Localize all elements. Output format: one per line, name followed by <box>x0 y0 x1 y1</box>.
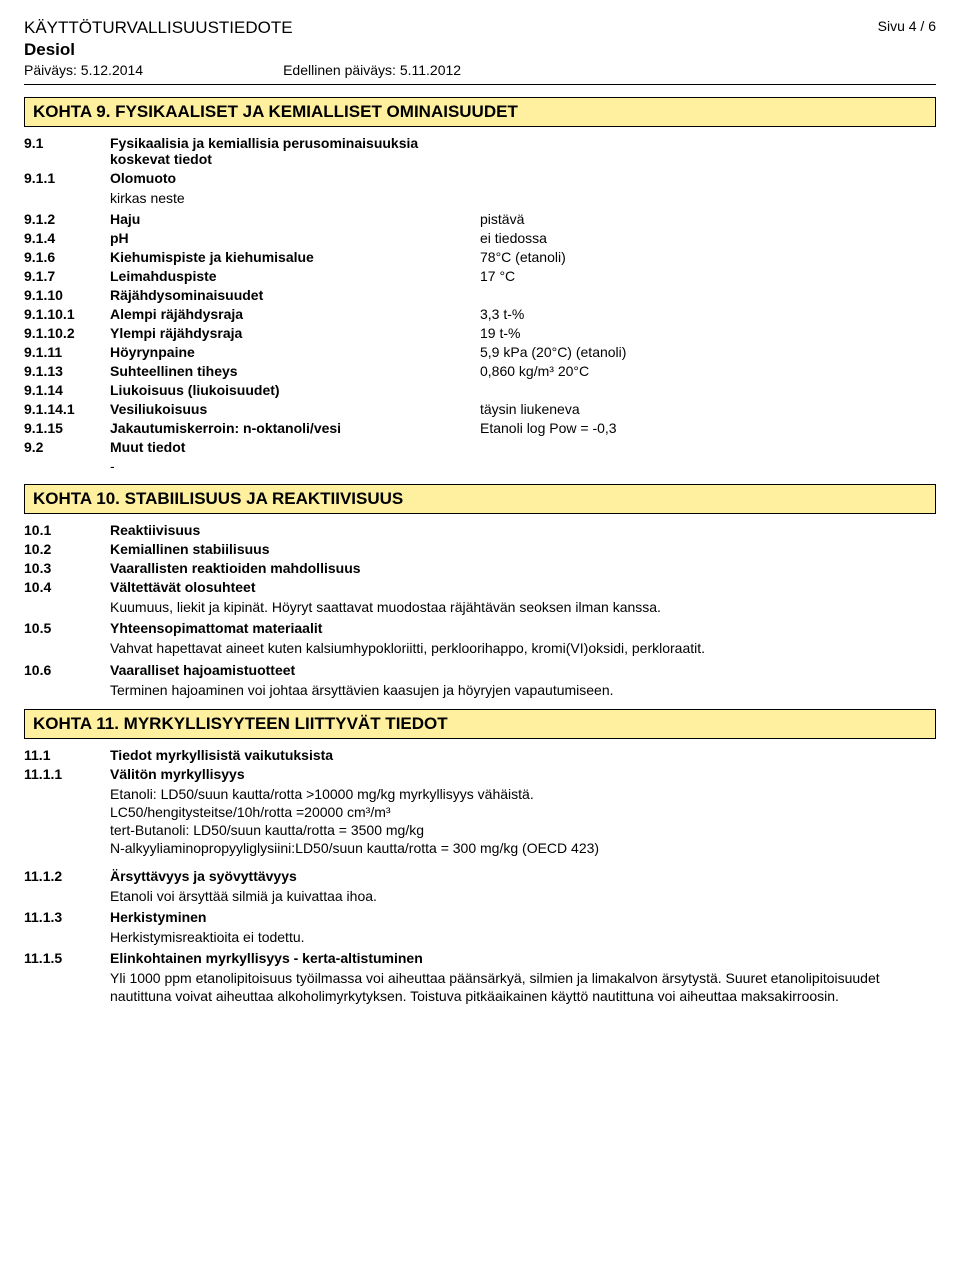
row-value: 5,9 kPa (20°C) (etanoli) <box>480 344 936 360</box>
row-num: 11.1.1 <box>24 766 110 782</box>
row-label: Herkistyminen <box>110 909 480 925</box>
row-num: 9.1.13 <box>24 363 110 379</box>
row-label: Räjähdysominaisuudet <box>110 287 480 303</box>
row-label: Vesiliukoisuus <box>110 401 480 417</box>
row-num: 10.4 <box>24 579 110 595</box>
previous-date: Edellinen päiväys: 5.11.2012 <box>283 62 461 78</box>
row-num: 9.2 <box>24 439 110 455</box>
row-num: 9.1.15 <box>24 420 110 436</box>
row-num: 10.2 <box>24 541 110 557</box>
row-label: pH <box>110 230 480 246</box>
row-value: 78°C (etanoli) <box>480 249 936 265</box>
text-line: Etanoli: LD50/suun kautta/rotta >10000 m… <box>110 786 534 802</box>
section-11-header: KOHTA 11. MYRKYLLISYYTEEN LIITTYVÄT TIED… <box>24 709 936 739</box>
row-text: Etanoli: LD50/suun kautta/rotta >10000 m… <box>110 785 936 858</box>
header-divider <box>24 84 936 85</box>
row-text: Kuumuus, liekit ja kipinät. Höyryt saatt… <box>110 598 936 616</box>
row-label: Alempi räjähdysraja <box>110 306 480 322</box>
row-label: Kemiallinen stabiilisuus <box>110 541 480 557</box>
row-num: 9.1.6 <box>24 249 110 265</box>
row-num: 11.1.5 <box>24 950 110 966</box>
row-label: Vaaralliset hajoamistuotteet <box>110 662 480 678</box>
row-label: Välitön myrkyllisyys <box>110 766 480 782</box>
row-label: Muut tiedot <box>110 439 480 455</box>
row-label: Vaarallisten reaktioiden mahdollisuus <box>110 560 480 576</box>
row-label: Elinkohtainen myrkyllisyys - kerta-altis… <box>110 950 480 966</box>
row-text: Herkistymisreaktioita ei todettu. <box>110 928 936 946</box>
doc-title: KÄYTTÖTURVALLISUUSTIEDOTE <box>24 18 293 38</box>
row-num: 10.3 <box>24 560 110 576</box>
row-num: 9.1.10 <box>24 287 110 303</box>
row-value: Etanoli log Pow = -0,3 <box>480 420 936 436</box>
row-text: Yli 1000 ppm etanolipitoisuus työilmassa… <box>110 969 936 1005</box>
row-num: 9.1 <box>24 135 110 151</box>
row-text: Vahvat hapettavat aineet kuten kalsiumhy… <box>110 639 936 657</box>
row-num: 10.5 <box>24 620 110 636</box>
text-line: LC50/hengitysteitse/10h/rotta =20000 cm³… <box>110 804 391 820</box>
row-value: 3,3 t-% <box>480 306 936 322</box>
row-label: Liukoisuus (liukoisuudet) <box>110 382 480 398</box>
row-num: 9.1.7 <box>24 268 110 284</box>
row-num: 9.1.14.1 <box>24 401 110 417</box>
row-value: ei tiedossa <box>480 230 936 246</box>
row-text: - <box>110 458 936 474</box>
row-num: 10.1 <box>24 522 110 538</box>
row-label: Jakautumiskerroin: n-oktanoli/vesi <box>110 420 480 436</box>
row-label: Fysikaalisia ja kemiallisia perusominais… <box>110 135 480 167</box>
row-num: 10.6 <box>24 662 110 678</box>
text-line: N-alkyyliaminopropyyliglysiini:LD50/suun… <box>110 840 599 856</box>
row-text: Etanoli voi ärsyttää silmiä ja kuivattaa… <box>110 887 936 905</box>
row-label: Leimahduspiste <box>110 268 480 284</box>
row-num: 9.1.11 <box>24 344 110 360</box>
row-value: 19 t-% <box>480 325 936 341</box>
row-label: Reaktiivisuus <box>110 522 480 538</box>
row-label: Ylempi räjähdysraja <box>110 325 480 341</box>
row-label: Olomuoto <box>110 170 480 186</box>
row-num: 9.1.2 <box>24 211 110 227</box>
row-label: Kiehumispiste ja kiehumisalue <box>110 249 480 265</box>
row-value: 0,860 kg/m³ 20°C <box>480 363 936 379</box>
row-num: 11.1 <box>24 747 110 763</box>
section-9-header: KOHTA 9. FYSIKAALISET JA KEMIALLISET OMI… <box>24 97 936 127</box>
row-label: Vältettävät olosuhteet <box>110 579 480 595</box>
row-num: 9.1.1 <box>24 170 110 186</box>
row-num: 11.1.3 <box>24 909 110 925</box>
row-label: Suhteellinen tiheys <box>110 363 480 379</box>
row-num: 9.1.14 <box>24 382 110 398</box>
row-num: 9.1.4 <box>24 230 110 246</box>
row-label: Haju <box>110 211 480 227</box>
row-text: kirkas neste <box>110 189 936 207</box>
product-name: Desiol <box>24 40 936 60</box>
text-line: tert-Butanoli: LD50/suun kautta/rotta = … <box>110 822 424 838</box>
row-num: 9.1.10.1 <box>24 306 110 322</box>
section-10-header: KOHTA 10. STABIILISUUS JA REAKTIIVISUUS <box>24 484 936 514</box>
row-label: Höyrynpaine <box>110 344 480 360</box>
page-indicator: Sivu 4 / 6 <box>878 18 936 34</box>
row-label: Yhteensopimattomat materiaalit <box>110 620 480 636</box>
row-value: täysin liukeneva <box>480 401 936 417</box>
row-text: Terminen hajoaminen voi johtaa ärsyttävi… <box>110 681 936 699</box>
row-num: 11.1.2 <box>24 868 110 884</box>
row-label: Tiedot myrkyllisistä vaikutuksista <box>110 747 480 763</box>
issue-date: Päiväys: 5.12.2014 <box>24 62 143 78</box>
row-value: pistävä <box>480 211 936 227</box>
row-label: Ärsyttävyys ja syövyttävyys <box>110 868 480 884</box>
row-num: 9.1.10.2 <box>24 325 110 341</box>
row-value: 17 °C <box>480 268 936 284</box>
